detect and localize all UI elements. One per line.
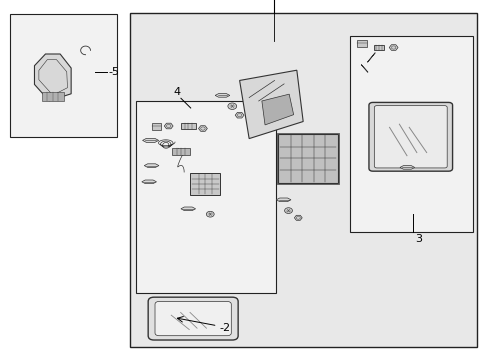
Polygon shape <box>262 94 293 125</box>
Text: -5: -5 <box>108 67 119 77</box>
Bar <box>373 45 384 50</box>
Bar <box>172 148 189 155</box>
Text: 3: 3 <box>415 234 422 244</box>
Bar <box>129 13 476 347</box>
Bar <box>181 123 195 129</box>
Bar <box>10 14 117 137</box>
Circle shape <box>284 208 292 213</box>
Text: 4: 4 <box>173 87 180 97</box>
Polygon shape <box>181 207 195 211</box>
FancyBboxPatch shape <box>374 106 446 168</box>
Polygon shape <box>215 94 229 97</box>
Circle shape <box>227 103 236 109</box>
Circle shape <box>206 211 214 217</box>
Polygon shape <box>142 139 158 142</box>
Bar <box>136 101 276 293</box>
Polygon shape <box>34 54 71 101</box>
FancyBboxPatch shape <box>148 297 238 340</box>
FancyBboxPatch shape <box>368 102 452 171</box>
Bar <box>349 36 472 232</box>
Text: -2: -2 <box>219 323 230 333</box>
FancyBboxPatch shape <box>190 173 220 194</box>
FancyBboxPatch shape <box>155 302 231 336</box>
Polygon shape <box>399 166 414 169</box>
Polygon shape <box>276 198 290 202</box>
Polygon shape <box>144 164 159 167</box>
Bar <box>41 93 63 101</box>
Polygon shape <box>142 180 156 184</box>
Polygon shape <box>356 40 366 47</box>
FancyBboxPatch shape <box>277 134 338 183</box>
Polygon shape <box>151 123 161 130</box>
Polygon shape <box>239 70 303 139</box>
Bar <box>276 133 339 184</box>
